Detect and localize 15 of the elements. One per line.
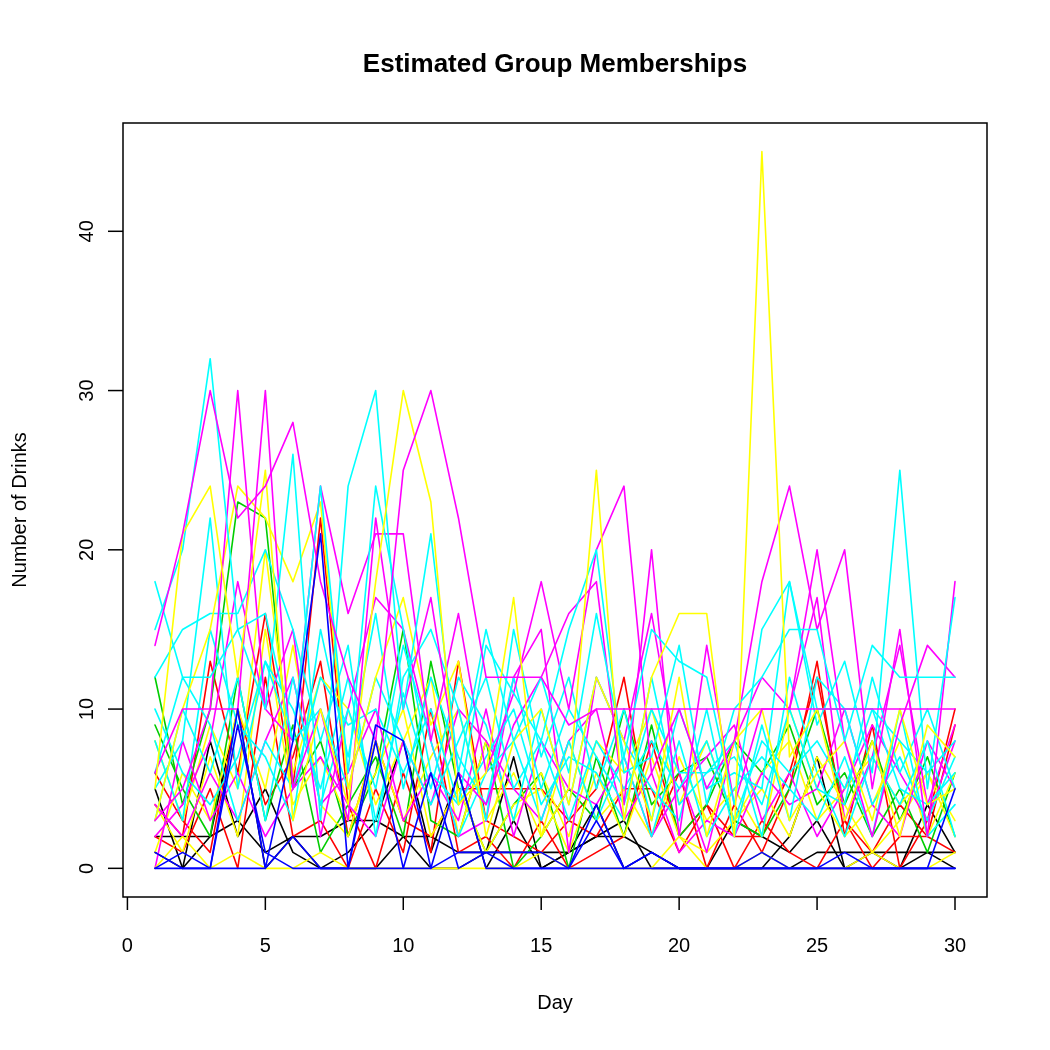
y-tick-label: 20 xyxy=(75,538,97,561)
x-tick-label: 10 xyxy=(392,934,415,956)
x-axis-title: Day xyxy=(537,991,573,1013)
chart-title: Estimated Group Memberships xyxy=(362,48,748,78)
y-tick-label: 30 xyxy=(75,379,97,402)
x-tick-label: 25 xyxy=(805,934,829,956)
x-tick-label: 5 xyxy=(259,934,271,956)
x-tick-label: 0 xyxy=(121,934,133,956)
y-tick-label: 40 xyxy=(75,220,97,243)
x-tick-label: 30 xyxy=(943,934,967,956)
y-tick-label: 0 xyxy=(75,862,97,874)
y-tick-label: 10 xyxy=(75,697,97,721)
x-tick-label: 20 xyxy=(668,934,691,956)
x-tick-label: 15 xyxy=(530,934,553,956)
y-axis-title: Number of Drinks xyxy=(8,432,30,588)
